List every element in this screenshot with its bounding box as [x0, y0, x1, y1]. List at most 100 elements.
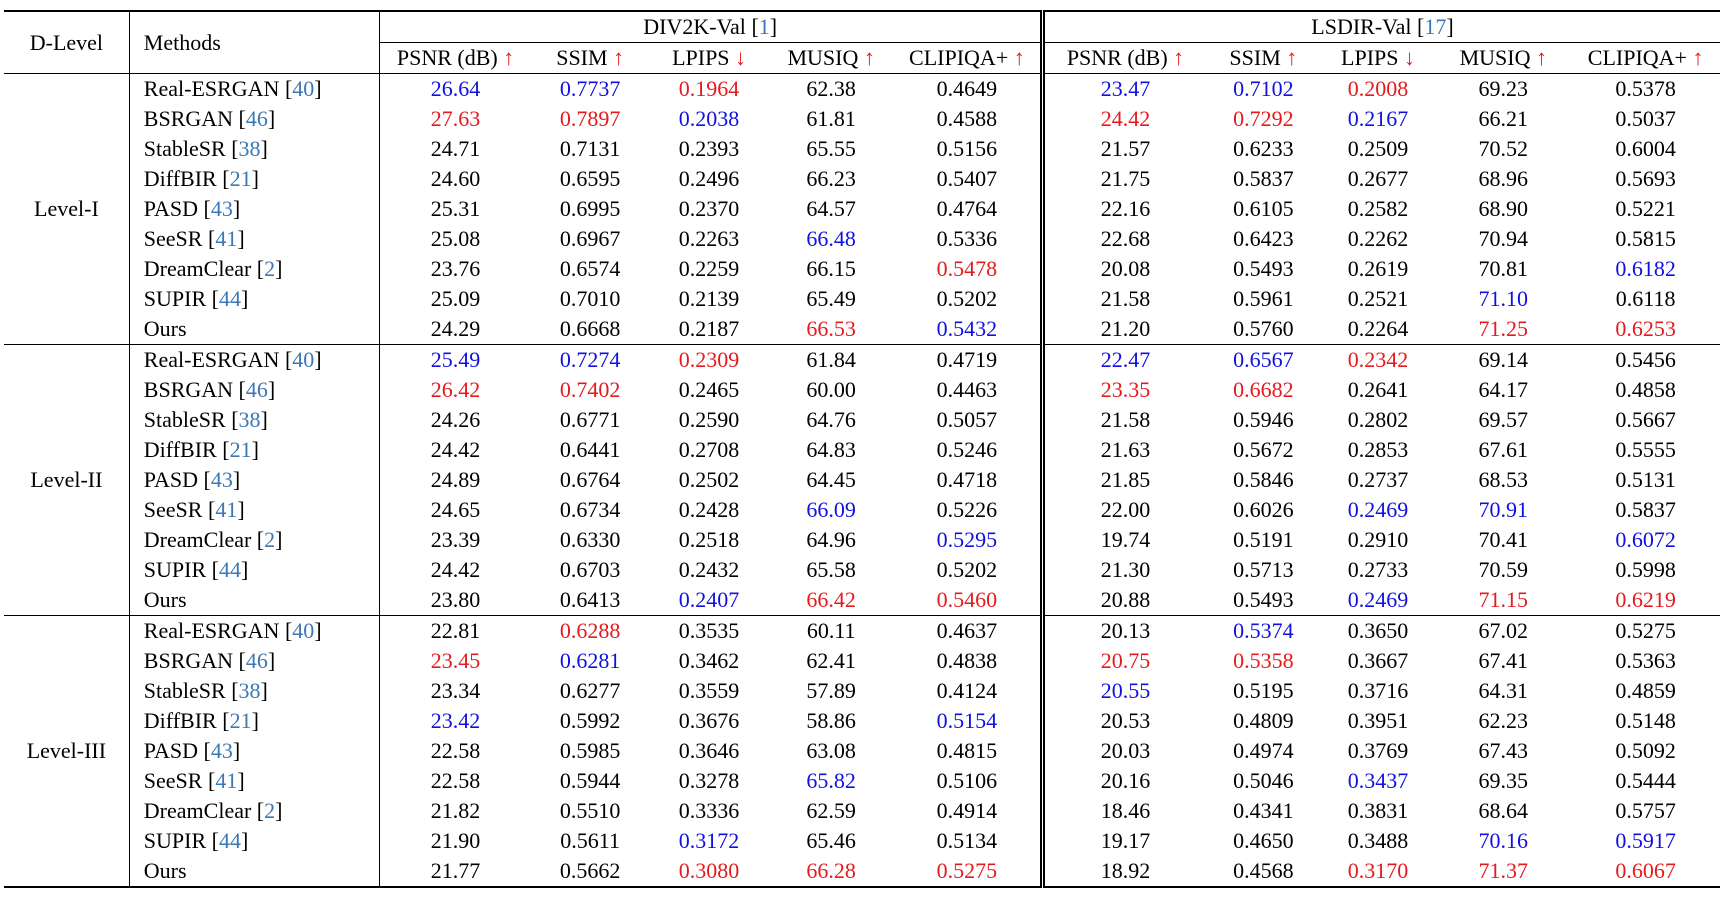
metric-value: 0.4719	[893, 344, 1043, 375]
citation-link[interactable]: 40	[292, 618, 315, 643]
metric-value: 24.26	[379, 405, 531, 435]
arrow-up-icon: ↑	[1173, 45, 1185, 70]
metric-value: 60.11	[768, 615, 894, 646]
metric-value: 0.2432	[678, 557, 740, 582]
citation-link[interactable]: 2	[264, 527, 276, 552]
method-label: Ours	[143, 587, 187, 612]
metric-value: 0.5555	[1615, 437, 1676, 462]
table-row: SUPIR [44] 21.90 0.5611 0.3172 65.46 0.5134 19…	[4, 826, 1720, 856]
metric-label: MUSIQ	[1459, 45, 1531, 70]
metric-value: 65.82	[806, 768, 856, 793]
metric-value: 0.4637	[893, 615, 1043, 646]
citation-link[interactable]: 46	[245, 648, 268, 673]
citation-link[interactable]: 41	[215, 768, 238, 793]
metric-value: 0.5226	[936, 497, 998, 522]
metric-value: 21.57	[1039, 134, 1206, 164]
metric-value: 62.59	[806, 798, 856, 823]
metric-value: 24.42	[379, 435, 531, 465]
citation-link[interactable]: 1	[758, 14, 770, 39]
metric-value: 0.3437	[1347, 768, 1409, 793]
metric-value: 0.4858	[1615, 377, 1676, 402]
citation-link[interactable]: 44	[218, 828, 241, 853]
metric-value: 0.5202	[936, 286, 998, 311]
metric-value: 24.42	[379, 555, 531, 585]
metric-value: 23.35	[1039, 375, 1206, 405]
metric-value: 67.02	[1435, 615, 1572, 646]
metric-value: 18.46	[1039, 796, 1206, 826]
citation-link[interactable]: 43	[210, 467, 233, 492]
results-body: Level-I Real-ESRGAN [40] 26.64 0.7737 0.1964…	[4, 73, 1720, 888]
method-name: StableSR [38]	[128, 134, 380, 164]
table-row: SUPIR [44] 24.42 0.6703 0.2432 65.58 0.5202 21…	[4, 555, 1720, 585]
citation-link[interactable]: 21	[229, 708, 252, 733]
citation-link[interactable]: 40	[292, 76, 315, 101]
metric-value: 0.2619	[1347, 256, 1409, 281]
citation-link[interactable]: 38	[238, 678, 261, 703]
metric-value: 70.41	[1478, 527, 1529, 552]
metric-value: 0.3831	[1347, 798, 1409, 823]
citation-link[interactable]: 17	[1424, 14, 1447, 39]
metric-value: 0.4463	[936, 377, 998, 402]
metric-value: 0.5961	[1233, 286, 1294, 311]
results-table-container: D-Level Methods DIV2K-Val [1] LSDIR-Val …	[4, 10, 1720, 888]
metric-value: 0.5944	[559, 768, 621, 793]
metric-label: CLIPIQA+	[909, 45, 1009, 70]
metric-value: 68.90	[1478, 196, 1529, 221]
citation-link[interactable]: 41	[215, 497, 238, 522]
metric-value: 0.6253	[1615, 316, 1676, 341]
metric-value: 22.58	[379, 766, 531, 796]
citation-link[interactable]: 46	[245, 106, 268, 131]
citation-link[interactable]: 21	[229, 437, 252, 462]
method-label: DreamClear	[143, 527, 252, 552]
citation-link[interactable]: 38	[238, 407, 261, 432]
citation-link[interactable]: 44	[218, 557, 241, 582]
method-label: SeeSR	[143, 768, 203, 793]
citation-link[interactable]: 21	[229, 166, 252, 191]
metric-value: 62.23	[1478, 708, 1529, 733]
metric-value: 21.63	[1039, 435, 1206, 465]
metric-value: 69.14	[1435, 344, 1572, 375]
arrow-down-icon: ↓	[735, 45, 747, 70]
metric-value: 0.6067	[1571, 856, 1720, 888]
metric-value: 0.4859	[1615, 678, 1676, 703]
method-label: StableSR	[143, 407, 226, 432]
metric-value: 66.09	[806, 497, 856, 522]
citation-link[interactable]: 43	[210, 196, 233, 221]
metric-label: PSNR (dB)	[396, 45, 498, 70]
metric-value: 0.5992	[559, 708, 621, 733]
method-label: PASD	[143, 196, 199, 221]
citation-link[interactable]: 43	[210, 738, 233, 763]
metric-value: 0.4718	[936, 467, 998, 492]
metric-value: 0.3278	[678, 768, 740, 793]
arrow-up-icon: ↑	[503, 45, 515, 70]
method-name: DreamClear [2]	[128, 254, 380, 284]
metric-value: 0.7292	[1233, 106, 1294, 131]
metric-value: 0.6567	[1206, 344, 1321, 375]
metric-value: 63.08	[806, 738, 856, 763]
table-row: BSRGAN [46] 23.45 0.6281 0.3462 62.41 0.4838 2…	[4, 646, 1720, 676]
method-label: Real-ESRGAN	[143, 76, 280, 101]
metric-value: 0.4650	[1233, 828, 1294, 853]
metric-value: 0.2509	[1347, 136, 1409, 161]
metric-label: LPIPS	[1341, 45, 1399, 70]
citation-link[interactable]: 38	[238, 136, 261, 161]
citation-link[interactable]: 41	[215, 226, 238, 251]
method-label: BSRGAN	[143, 377, 234, 402]
metric-value: 22.16	[1039, 194, 1206, 224]
methods-header: Methods	[128, 10, 380, 74]
metric-value: 22.00	[1039, 495, 1206, 525]
metric-value: 0.5154	[936, 708, 998, 733]
metric-value: 66.23	[806, 166, 856, 191]
citation-link[interactable]: 2	[264, 798, 276, 823]
citation-link[interactable]: 2	[264, 256, 276, 281]
citation-link[interactable]: 44	[218, 286, 241, 311]
metric-value: 0.6182	[1615, 256, 1676, 281]
metric-value: 0.5460	[936, 587, 998, 612]
metric-value: 25.08	[379, 224, 531, 254]
table-row: SeeSR [41] 22.58 0.5944 0.3278 65.82 0.5106 20…	[4, 766, 1720, 796]
metric-header-clipiqa: CLIPIQA+ ↑	[1571, 42, 1720, 74]
metric-label: SSIM	[556, 45, 608, 70]
citation-link[interactable]: 46	[245, 377, 268, 402]
citation-link[interactable]: 40	[292, 347, 315, 372]
table-row: DreamClear [2] 23.39 0.6330 0.2518 64.96 0.52…	[4, 525, 1720, 555]
